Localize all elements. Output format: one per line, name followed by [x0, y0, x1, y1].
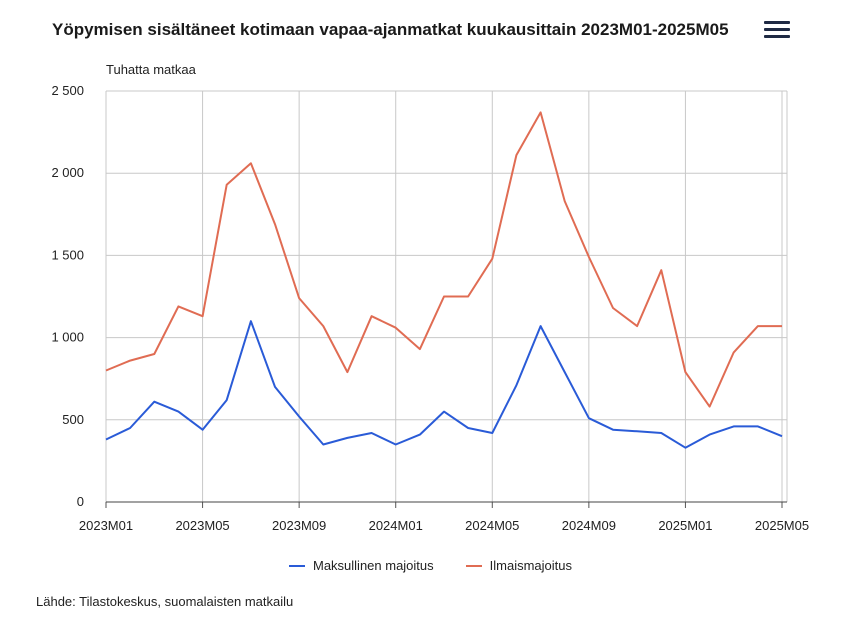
tick-labels: 0 500 1 000 1 500 2 000 2 500 2023M01 2023M05 20… — [51, 83, 809, 533]
y-tick-label: 1 500 — [51, 247, 84, 262]
x-tick-label: 2023M05 — [175, 518, 229, 533]
x-tick-label: 2023M09 — [272, 518, 326, 533]
legend-swatch-ilmaismajoitus — [465, 564, 482, 567]
legend-item-ilmaismajoitus[interactable]: Ilmaismajoitus — [465, 558, 573, 573]
series-line-0 — [105, 320, 783, 449]
source-note: Lähde: Tilastokeskus, suomalaisten matka… — [36, 594, 294, 609]
y-tick-label: 1 000 — [51, 330, 84, 345]
y-tick-label: 500 — [62, 412, 84, 427]
series-lines — [105, 111, 783, 449]
x-tick-label: 2024M09 — [562, 518, 616, 533]
y-tick-label: 0 — [77, 494, 84, 509]
grid — [105, 90, 788, 502]
y-axis-label: Tuhatta matkaa — [106, 62, 196, 77]
x-tick-label: 2023M01 — [79, 518, 133, 533]
legend-label-ilmaismajoitus: Ilmaismajoitus — [489, 558, 573, 573]
x-tick-label: 2024M05 — [465, 518, 519, 533]
legend: Maksullinen majoitus Ilmaismajoitus — [0, 558, 861, 573]
legend-swatch-maksullinen — [288, 564, 305, 567]
y-tick-label: 2 000 — [51, 165, 84, 180]
legend-label-maksullinen: Maksullinen majoitus — [312, 558, 434, 573]
x-tick-label: 2025M05 — [755, 518, 809, 533]
y-tick-label: 2 500 — [51, 83, 84, 98]
axes — [105, 501, 787, 508]
hamburger-menu-icon[interactable] — [764, 19, 790, 41]
x-tick-label: 2024M01 — [369, 518, 423, 533]
x-tick-label: 2025M01 — [658, 518, 712, 533]
series-line-1 — [105, 111, 782, 408]
legend-item-maksullinen[interactable]: Maksullinen majoitus — [288, 558, 434, 573]
chart-title: Yöpymisen sisältäneet kotimaan vapaa-aja… — [52, 20, 729, 39]
